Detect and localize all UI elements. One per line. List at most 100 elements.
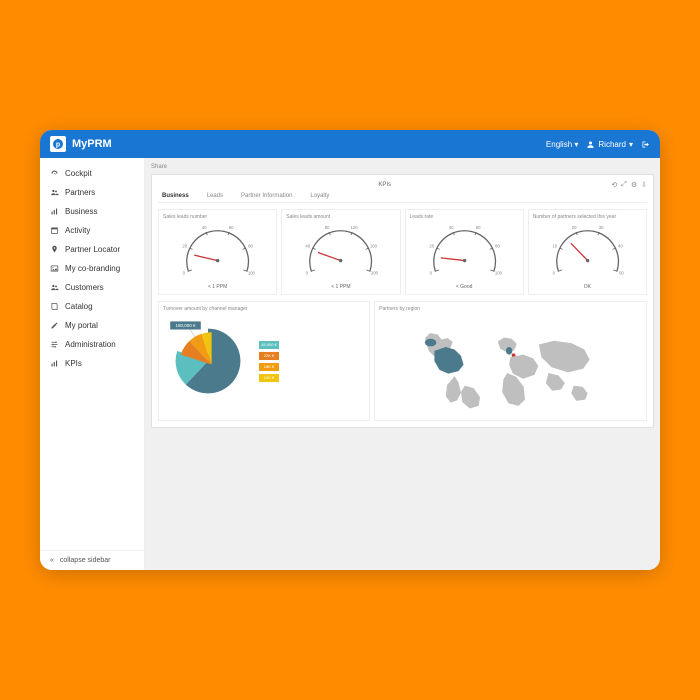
panel-title: KPIs	[158, 182, 611, 188]
kpi-panel: KPIs ⟲ ⤢ ⚙ ⇩ Business Leads Partner Inform…	[151, 174, 654, 428]
gauge-value: < 1 PPM	[208, 284, 227, 290]
top-bar: p MyPRM English ▾ Richard ▾	[40, 130, 660, 158]
breadcrumb: Share	[151, 164, 654, 170]
sidebar-item-kpis[interactable]: KPIs	[40, 354, 144, 373]
legend-item: 18K €	[259, 363, 279, 371]
map-title: Partners by region	[379, 306, 642, 312]
calendar-icon	[50, 226, 59, 235]
sidebar-item-my-portal[interactable]: My portal	[40, 316, 144, 335]
chart-icon	[50, 207, 59, 216]
expand-icon[interactable]: ⤢	[621, 181, 627, 189]
gauge-title: Sales leads amount	[286, 214, 330, 220]
gauge-title: Leads rate	[410, 214, 434, 220]
panel-toolbar: ⟲ ⤢ ⚙ ⇩	[611, 181, 647, 189]
collapse-sidebar[interactable]: « collapse sidebar	[40, 550, 144, 570]
tab-business[interactable]: Business	[162, 193, 189, 199]
svg-text:180,000 €: 180,000 €	[175, 323, 196, 328]
sliders-icon	[50, 340, 59, 349]
svg-text:30: 30	[598, 225, 603, 230]
sidebar-item-partner-locator[interactable]: Partner Locator	[40, 240, 144, 259]
svg-text:50: 50	[619, 271, 624, 276]
gauge-value: < Good	[456, 284, 473, 290]
sidebar: CockpitPartnersBusinessActivityPartner L…	[40, 158, 145, 570]
settings-icon[interactable]: ⚙	[631, 181, 637, 189]
users-icon	[50, 188, 59, 197]
edit-icon	[50, 321, 59, 330]
legend-item: 45,000 €	[259, 341, 279, 349]
svg-text:0: 0	[552, 271, 555, 276]
gauge-chart: 0 20 40 60 80 100	[163, 222, 272, 282]
gauge-card: Sales leads amount04080120160200< 1 PPM	[281, 209, 400, 295]
brand-name: MyPRM	[72, 138, 112, 150]
svg-text:20: 20	[182, 244, 187, 249]
gauge-chart: 01020304050	[533, 222, 642, 282]
gauge-title: Sales leads number	[163, 214, 207, 220]
sidebar-item-catalog[interactable]: Catalog	[40, 297, 144, 316]
gauges-row: Sales leads number020406080100< 1 PPMSal…	[158, 209, 647, 295]
map-region-uk	[506, 347, 512, 355]
svg-text:160: 160	[370, 244, 378, 249]
svg-text:40: 40	[306, 244, 311, 249]
tab-partner-information[interactable]: Partner Information	[241, 193, 292, 199]
map-region	[446, 376, 461, 403]
world-map	[379, 316, 642, 411]
legend-item: 22K €	[259, 352, 279, 360]
svg-text:10: 10	[552, 244, 557, 249]
map-region	[571, 386, 587, 401]
svg-text:60: 60	[229, 225, 234, 230]
svg-text:p: p	[56, 142, 60, 149]
gauge-icon	[50, 169, 59, 178]
map-region-alaska	[425, 339, 436, 347]
map-region-usa	[435, 347, 464, 374]
download-icon[interactable]: ⇩	[641, 181, 647, 189]
image-icon	[50, 264, 59, 273]
language-selector[interactable]: English ▾	[546, 140, 579, 149]
pie-chart: 180,000 €	[163, 316, 253, 406]
sidebar-item-customers[interactable]: Customers	[40, 278, 144, 297]
users-icon	[50, 283, 59, 292]
gauge-card: Leads rate020406080100< Good	[405, 209, 524, 295]
logout-icon[interactable]	[641, 140, 650, 149]
gauge-title: Number of partners selected this year	[533, 214, 616, 220]
user-menu[interactable]: Richard ▾	[586, 140, 633, 149]
map-region	[461, 386, 480, 409]
tab-bar: Business Leads Partner Information Loyalty	[158, 193, 647, 203]
map-card: Partners by region	[374, 301, 647, 421]
svg-text:120: 120	[351, 225, 359, 230]
sidebar-item-cockpit[interactable]: Cockpit	[40, 164, 144, 183]
sidebar-item-business[interactable]: Business	[40, 202, 144, 221]
map-region	[539, 341, 590, 373]
svg-text:0: 0	[429, 271, 432, 276]
sidebar-item-partners[interactable]: Partners	[40, 183, 144, 202]
sidebar-item-activity[interactable]: Activity	[40, 221, 144, 240]
svg-text:100: 100	[494, 271, 502, 276]
map-region	[509, 355, 538, 379]
book-icon	[50, 302, 59, 311]
main-content: Share KPIs ⟲ ⤢ ⚙ ⇩ Business Leads Partner …	[145, 158, 660, 570]
tab-loyalty[interactable]: Loyalty	[310, 193, 329, 199]
sidebar-item-my-co-branding[interactable]: My co-branding	[40, 259, 144, 278]
collapse-icon: «	[50, 557, 54, 564]
pie-chart-card: Turnover amount by channel manager 180,0…	[158, 301, 370, 421]
gauge-chart: 04080120160200	[286, 222, 395, 282]
logo-icon: p	[50, 136, 66, 152]
pin-icon	[50, 245, 59, 254]
svg-text:0: 0	[183, 271, 186, 276]
sidebar-item-administration[interactable]: Administration	[40, 335, 144, 354]
svg-text:200: 200	[371, 271, 379, 276]
svg-text:80: 80	[248, 244, 253, 249]
svg-text:40: 40	[202, 225, 207, 230]
refresh-icon[interactable]: ⟲	[611, 181, 617, 189]
map-region	[546, 373, 565, 391]
svg-text:40: 40	[448, 225, 453, 230]
svg-text:100: 100	[248, 271, 256, 276]
pie-title: Turnover amount by channel manager	[163, 306, 365, 312]
gauge-card: Sales leads number 0 20 40 60 80 100 < 1 PPM	[158, 209, 277, 295]
svg-text:20: 20	[429, 244, 434, 249]
app-window: p MyPRM English ▾ Richard ▾ CockpitPartn…	[40, 130, 660, 570]
svg-text:0: 0	[306, 271, 309, 276]
chart-icon	[50, 359, 59, 368]
tab-leads[interactable]: Leads	[207, 193, 223, 199]
svg-text:40: 40	[618, 244, 623, 249]
svg-text:60: 60	[475, 225, 480, 230]
